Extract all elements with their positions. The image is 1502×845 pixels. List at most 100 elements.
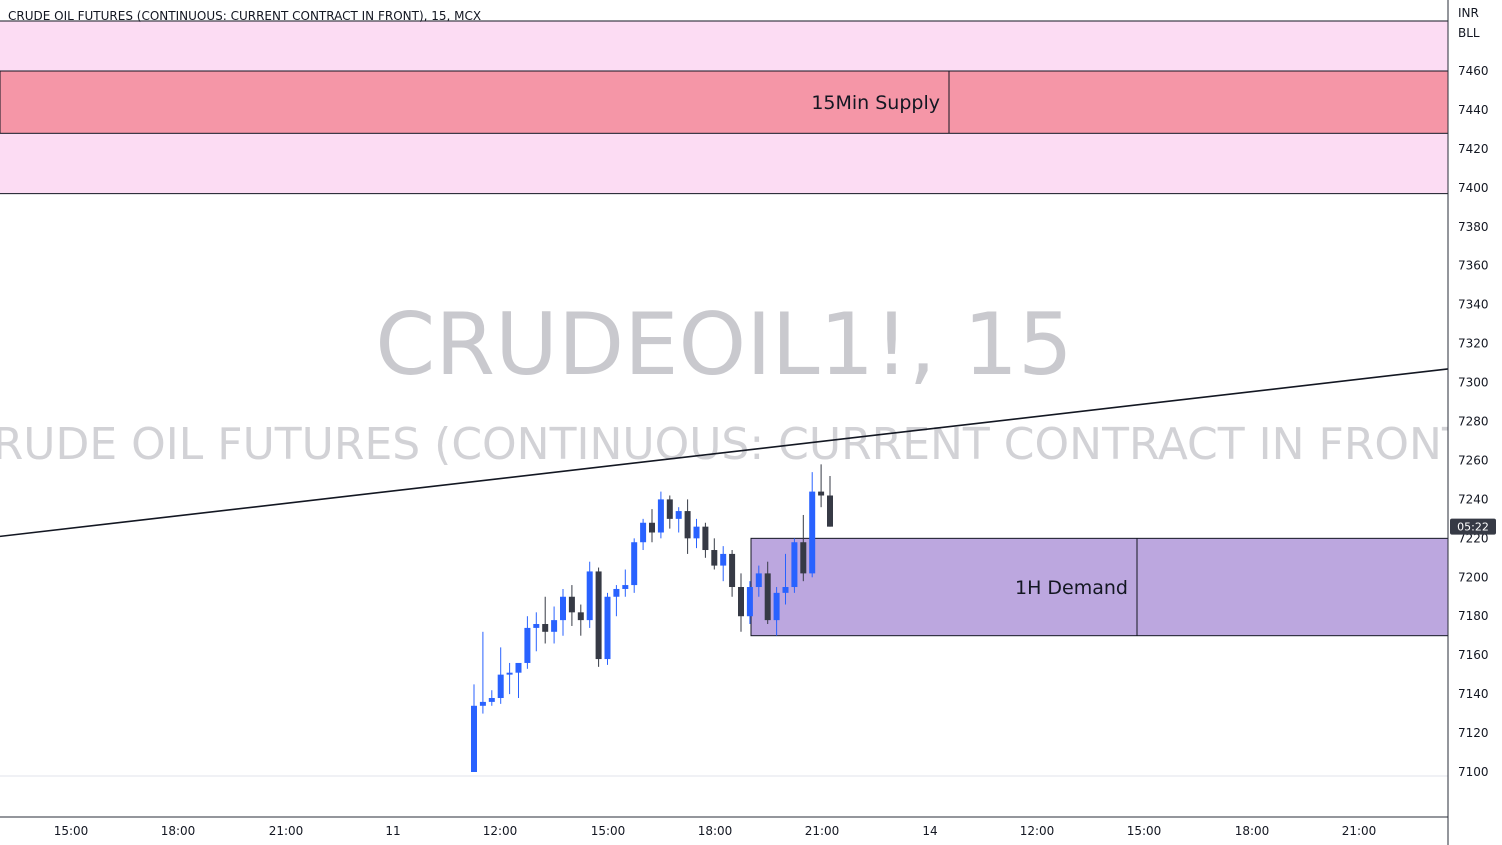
candle-body bbox=[471, 705, 477, 772]
candle-body bbox=[702, 526, 709, 551]
candle bbox=[684, 499, 691, 554]
candle-body bbox=[488, 698, 495, 702]
countdown-badge bbox=[1450, 518, 1496, 535]
price-tick-label: 7120 bbox=[1458, 726, 1489, 740]
time-tick-label: 15:00 bbox=[1127, 824, 1162, 838]
candle bbox=[595, 567, 602, 667]
candle bbox=[577, 604, 584, 636]
candle-body bbox=[657, 499, 664, 533]
candle-body bbox=[542, 624, 549, 632]
candle-body bbox=[827, 495, 833, 527]
price-tick-label: 7300 bbox=[1458, 376, 1489, 390]
candle-body bbox=[809, 491, 816, 574]
price-tick-label: 7200 bbox=[1458, 570, 1489, 584]
candle bbox=[738, 573, 744, 632]
candle-body bbox=[711, 550, 718, 566]
candle bbox=[631, 538, 638, 593]
price-tick-label: 7160 bbox=[1458, 648, 1489, 662]
candle bbox=[515, 662, 522, 699]
candle-body bbox=[755, 573, 762, 588]
candle-body bbox=[560, 596, 566, 621]
candle bbox=[711, 538, 718, 570]
price-axis-band bbox=[1448, 0, 1502, 845]
price-tick-label: 7380 bbox=[1458, 220, 1489, 234]
candle bbox=[497, 647, 504, 704]
candle bbox=[604, 592, 611, 665]
candle-body bbox=[622, 585, 629, 589]
candle bbox=[542, 596, 549, 644]
candle bbox=[533, 612, 540, 652]
candle-body bbox=[738, 587, 744, 617]
time-tick-label: 18:00 bbox=[1235, 824, 1270, 838]
candle-body bbox=[800, 542, 807, 574]
candle-body bbox=[684, 511, 691, 539]
time-axis-band bbox=[0, 777, 1448, 817]
candle-body bbox=[506, 672, 513, 675]
candle bbox=[702, 522, 709, 558]
candle-body bbox=[631, 542, 638, 586]
price-tick-label: 7240 bbox=[1458, 492, 1489, 506]
trend-line bbox=[0, 368, 1449, 538]
price-tick-label: 7440 bbox=[1458, 103, 1489, 117]
candle-body bbox=[497, 674, 504, 699]
candle bbox=[551, 606, 558, 644]
zones-layer: 15Min Supply 1H Demand bbox=[0, 20, 1449, 637]
candle-body bbox=[764, 573, 771, 621]
price-tick-label: 7220 bbox=[1458, 531, 1489, 545]
price-tick-label: 7360 bbox=[1458, 259, 1489, 273]
candle bbox=[568, 585, 575, 626]
candle bbox=[773, 587, 780, 636]
candle-body bbox=[551, 620, 558, 632]
price-tick-label: 7140 bbox=[1458, 687, 1489, 701]
price-tick-label: 7340 bbox=[1458, 298, 1489, 312]
currency-label: INR bbox=[1458, 6, 1479, 20]
trend-layer bbox=[0, 368, 1449, 538]
time-tick-label: 21:00 bbox=[269, 824, 304, 838]
candles-layer bbox=[471, 464, 833, 772]
candle bbox=[622, 569, 629, 597]
candle bbox=[586, 561, 593, 628]
watermark-symbol: CRUDEOIL1!, 15 bbox=[375, 295, 1073, 395]
candle bbox=[791, 538, 798, 593]
price-tick-label: 7180 bbox=[1458, 609, 1489, 623]
candle-body bbox=[693, 526, 700, 539]
supply-zone bbox=[0, 70, 1449, 134]
time-tick-label: 15:00 bbox=[591, 824, 626, 838]
candle bbox=[782, 553, 789, 605]
candle-body bbox=[818, 491, 825, 496]
candle-body bbox=[524, 627, 531, 663]
candle-body bbox=[746, 587, 753, 617]
time-tick-label: 21:00 bbox=[805, 824, 840, 838]
candle bbox=[720, 546, 727, 582]
time-tick-label: 18:00 bbox=[698, 824, 733, 838]
watermark-layer: CRUDEOIL1!, 15 CRUDE OIL FUTURES (CONTIN… bbox=[0, 295, 1486, 470]
candle bbox=[764, 561, 771, 625]
candle-body bbox=[729, 553, 736, 588]
chart-title: CRUDE OIL FUTURES (CONTINUOUS: CURRENT C… bbox=[8, 9, 481, 23]
candle bbox=[693, 518, 700, 549]
candle-body bbox=[649, 522, 655, 533]
candle bbox=[818, 464, 825, 508]
candle bbox=[657, 491, 664, 539]
candle-body bbox=[640, 522, 647, 543]
candle bbox=[809, 472, 816, 578]
candle bbox=[524, 616, 531, 669]
time-tick-label: 12:00 bbox=[1020, 824, 1055, 838]
candle-body bbox=[604, 596, 611, 660]
candle-body bbox=[586, 571, 593, 621]
candle-body bbox=[666, 499, 673, 519]
candle bbox=[471, 684, 477, 772]
price-tick-label: 7260 bbox=[1458, 453, 1489, 467]
candle-body bbox=[791, 542, 798, 588]
candle bbox=[479, 631, 486, 714]
price-tick-label: 7280 bbox=[1458, 415, 1489, 429]
candle bbox=[640, 518, 647, 551]
price-tick-label: 7100 bbox=[1458, 765, 1489, 779]
unit-label: BLL bbox=[1458, 26, 1480, 40]
candle-body bbox=[675, 511, 682, 519]
time-tick-label: 15:00 bbox=[54, 824, 89, 838]
candle bbox=[488, 690, 495, 706]
time-tick-label: 21:00 bbox=[1342, 824, 1377, 838]
